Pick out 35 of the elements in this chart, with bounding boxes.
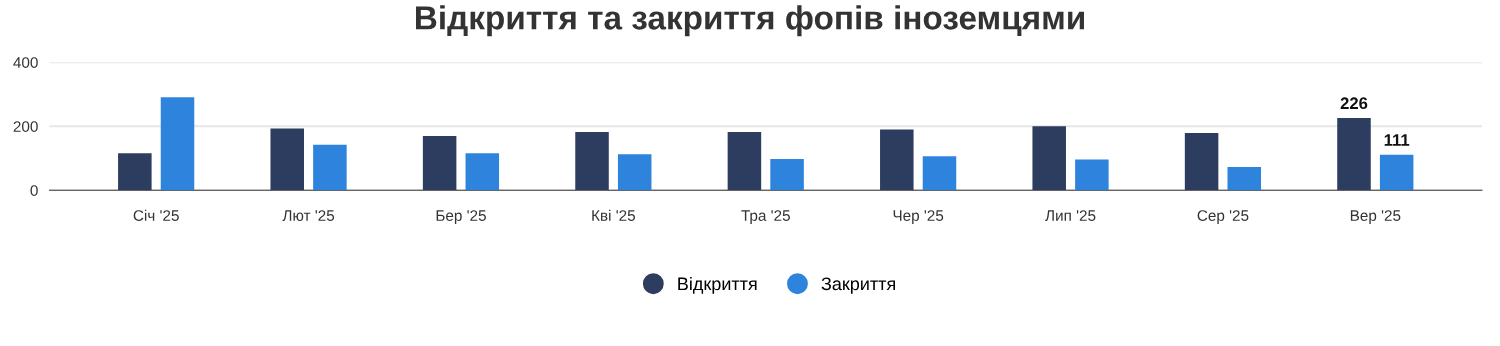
chart-title: Відкриття та закриття фопів іноземцями [415,5,1084,37]
bar [1075,159,1109,191]
bar [1379,154,1414,191]
bar [575,132,609,191]
bar [922,156,957,191]
bar [770,158,804,191]
bar [160,97,195,191]
x-tick-label: Січ '25 [133,209,179,221]
bar [313,144,347,191]
x-tick-label: Вер '25 [1350,210,1401,224]
y-tick-label: 200 [13,121,38,132]
data-label: 226 [1340,97,1368,110]
x-tick-label: Бер '25 [436,210,486,224]
bar [1184,133,1219,191]
x-tick-label: Лют '25 [282,210,335,221]
legend-label: Закриття [821,277,895,294]
x-tick-label: Сер '25 [1197,210,1249,224]
x-tick-label: Тра '25 [741,210,790,224]
y-tick-label: 400 [13,57,38,68]
bar [270,128,304,191]
x-tick-label: Лип '25 [1045,210,1096,221]
bar [422,135,457,191]
x-tick-label: Кві '25 [592,209,635,221]
bar [118,153,152,191]
bar [465,153,500,191]
bar [617,154,652,191]
bar [1032,126,1066,191]
bar [880,129,914,191]
legend-label: Відкриття [678,276,757,294]
bar [1337,117,1371,191]
y-tick-label: 0 [30,185,38,196]
data-label: 111 [1384,134,1410,146]
bar [727,132,762,191]
x-tick-label: Чер '25 [893,210,944,224]
bar [1227,166,1262,191]
